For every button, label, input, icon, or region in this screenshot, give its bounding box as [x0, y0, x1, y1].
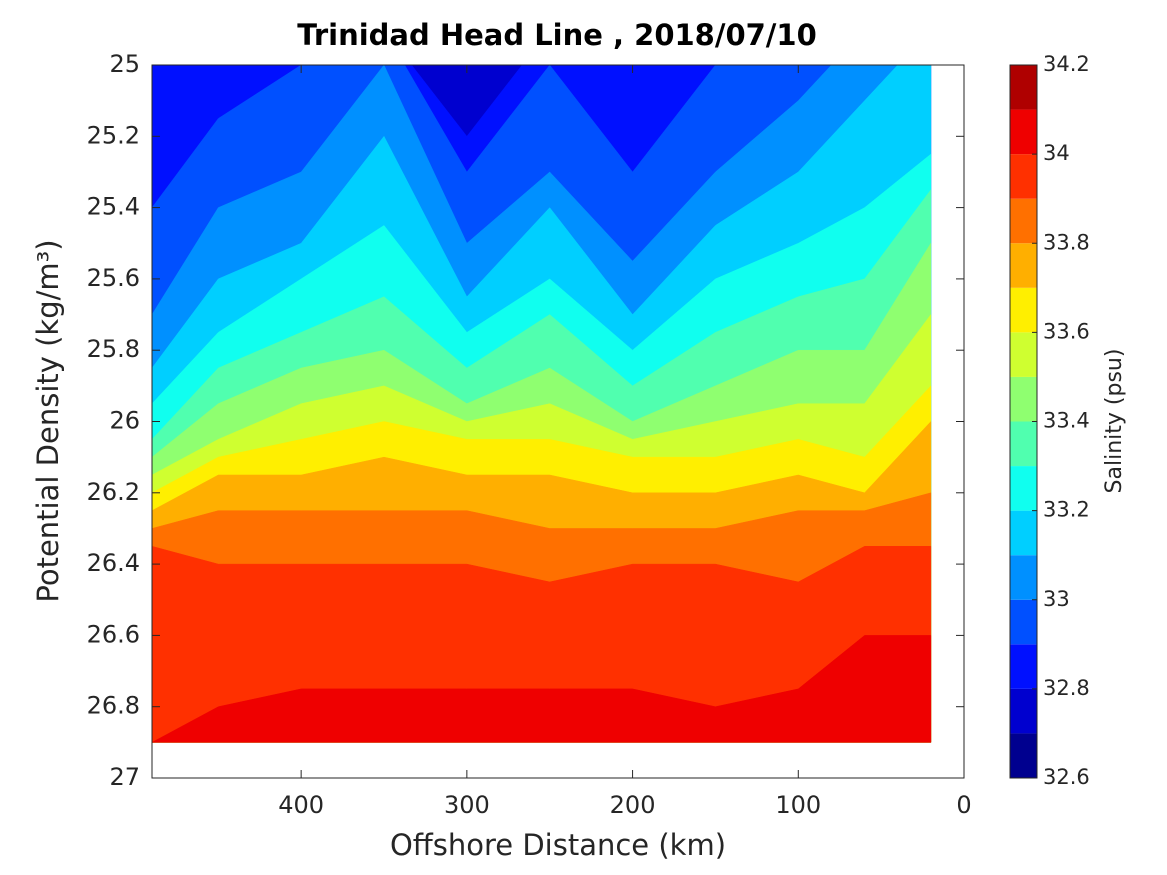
y-tick-label: 26.6 — [87, 620, 140, 648]
colorbar-swatch — [1010, 510, 1037, 556]
colorbar-tick-label: 32.8 — [1043, 676, 1090, 700]
colorbar-swatch — [1010, 332, 1037, 377]
colorbar-label: Salinity (psu) — [1102, 349, 1127, 494]
colorbar-swatch — [1010, 466, 1037, 511]
x-tick-label: 0 — [956, 791, 971, 819]
colorbar-swatch — [1010, 154, 1037, 199]
colorbar-swatch — [1010, 243, 1037, 288]
chart-title: Trinidad Head Line , 2018/07/10 — [297, 18, 817, 52]
y-tick-label: 25.8 — [87, 335, 140, 363]
colorbar-tick-label: 33.4 — [1043, 409, 1090, 433]
y-tick-label: 26 — [109, 407, 140, 435]
colorbar-tick-label: 34.2 — [1043, 52, 1090, 76]
x-tick-label: 400 — [278, 791, 324, 819]
colorbar-tick-label: 34 — [1043, 141, 1070, 165]
colorbar-swatch — [1010, 599, 1037, 645]
y-tick-label: 25.2 — [87, 121, 140, 149]
colorbar-swatch — [1010, 65, 1037, 110]
colorbar-tick-label: 33.8 — [1043, 230, 1090, 254]
colorbar-swatch — [1010, 109, 1037, 155]
colorbar-swatch — [1010, 688, 1037, 734]
y-tick-label: 27 — [109, 763, 140, 791]
colorbar-swatch — [1010, 555, 1037, 600]
colorbar-tick-label: 33.6 — [1043, 319, 1090, 343]
y-tick-label: 26.2 — [87, 478, 140, 506]
colorbar-swatch — [1010, 733, 1037, 778]
colorbar-swatch — [1010, 376, 1037, 422]
x-tick-label: 300 — [444, 791, 490, 819]
x-tick-label: 200 — [610, 791, 656, 819]
colorbar-tick-label: 33 — [1043, 587, 1070, 611]
colorbar-swatch — [1010, 287, 1037, 333]
y-tick-label: 25 — [109, 50, 140, 78]
contour-band — [152, 635, 932, 743]
colorbar-swatch — [1010, 198, 1037, 244]
y-axis-label: Potential Density (kg/m³) — [31, 239, 65, 602]
plot-area — [152, 65, 932, 743]
colorbar-swatch — [1010, 644, 1037, 689]
y-tick-label: 25.6 — [87, 264, 140, 292]
x-tick-label: 100 — [775, 791, 821, 819]
y-tick-label: 26.8 — [87, 692, 140, 720]
colorbar-tick-label: 33.2 — [1043, 498, 1090, 522]
y-tick-label: 26.4 — [87, 549, 140, 577]
x-axis-label: Offshore Distance (km) — [390, 828, 726, 862]
colorbar-tick-label: 32.6 — [1043, 765, 1090, 789]
colorbar-swatch — [1010, 421, 1037, 467]
y-tick-label: 25.4 — [87, 193, 140, 221]
